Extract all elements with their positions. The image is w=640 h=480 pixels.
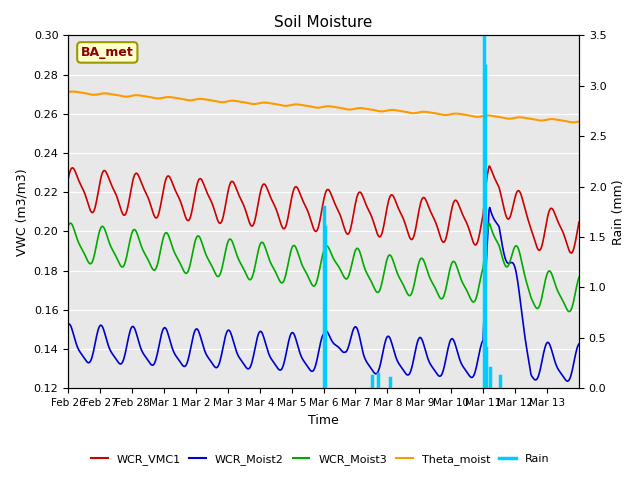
Y-axis label: Rain (mm): Rain (mm) (612, 179, 625, 245)
Legend: WCR_VMC1, WCR_Moist2, WCR_Moist3, Theta_moist, Rain: WCR_VMC1, WCR_Moist2, WCR_Moist3, Theta_… (86, 450, 554, 469)
X-axis label: Time: Time (308, 414, 339, 427)
Title: Soil Moisture: Soil Moisture (275, 15, 372, 30)
Text: BA_met: BA_met (81, 46, 134, 59)
Y-axis label: VWC (m3/m3): VWC (m3/m3) (15, 168, 28, 256)
